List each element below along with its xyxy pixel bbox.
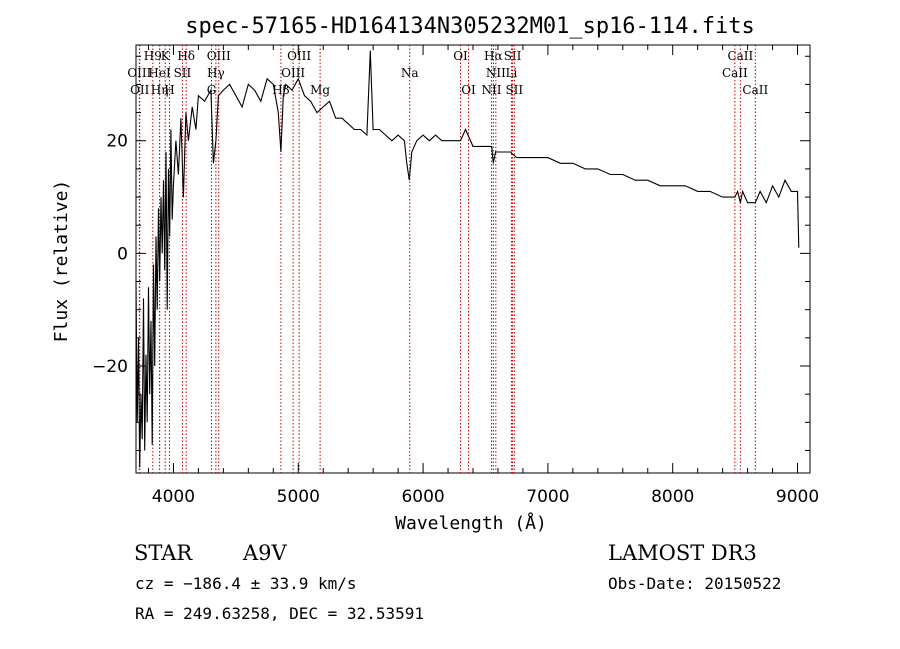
y-axis: −20 0 20 bbox=[92, 55, 810, 451]
y-tick-label: 20 bbox=[106, 132, 128, 152]
line-label-10: Hγ bbox=[207, 66, 225, 80]
spectrum-line bbox=[135, 50, 800, 468]
line-label-25: CaII bbox=[727, 49, 753, 63]
line-label-5: K bbox=[161, 49, 171, 63]
line-label-24: SII bbox=[505, 83, 523, 97]
line-label-27: CaII bbox=[742, 83, 768, 97]
line-label-1: OII bbox=[130, 83, 150, 97]
ra-dec: RA = 249.63258, DEC = 32.53591 bbox=[135, 604, 424, 623]
plot-frame bbox=[135, 44, 811, 474]
line-label-26: CaII bbox=[722, 66, 748, 80]
x-axis: 4000 5000 6000 7000 8000 9000 bbox=[147, 45, 819, 507]
x-tick-label: 9000 bbox=[776, 487, 819, 507]
line-label-16: Na bbox=[401, 66, 419, 80]
line-label-19: Hα bbox=[484, 49, 503, 63]
line-label-13: OIII bbox=[287, 49, 311, 63]
survey-name: LAMOST DR3 bbox=[608, 541, 757, 565]
line-label-6: H bbox=[164, 83, 174, 97]
line-label-15: Mg bbox=[310, 83, 330, 97]
line-label-8: Hδ bbox=[177, 49, 195, 63]
line-label-18: OI bbox=[461, 83, 476, 97]
x-tick-label: 4000 bbox=[152, 487, 195, 507]
line-label-14: OIII bbox=[281, 66, 305, 80]
x-tick-label: 5000 bbox=[277, 487, 320, 507]
x-tick-label: 8000 bbox=[651, 487, 694, 507]
line-label-21: NII bbox=[481, 83, 501, 97]
chart-title: spec-57165-HD164134N305232M01_sp16-114.f… bbox=[185, 14, 755, 39]
x-tick-label: 7000 bbox=[526, 487, 569, 507]
y-axis-label: Flux (relative) bbox=[51, 180, 72, 343]
line-label-20: NII bbox=[486, 66, 506, 80]
line-label-9: OIII bbox=[207, 49, 231, 63]
object-type: STAR bbox=[134, 541, 193, 565]
obs-date: Obs-Date: 20150522 bbox=[608, 574, 781, 593]
line-label-22: SII bbox=[504, 49, 522, 63]
line-label-7: SII bbox=[174, 66, 192, 80]
x-tick-label: 6000 bbox=[401, 487, 444, 507]
line-label-23: Li bbox=[506, 66, 518, 80]
line-label-2: H9 bbox=[144, 49, 162, 63]
line-label-11: G bbox=[207, 83, 217, 97]
line-label-17: OI bbox=[453, 49, 468, 63]
x-axis-label: Wavelength (Å) bbox=[395, 512, 547, 534]
y-tick-label: 0 bbox=[117, 244, 128, 264]
line-label-4: Hη bbox=[151, 83, 169, 97]
y-tick-label: −20 bbox=[92, 357, 128, 377]
redshift-cz: cz = −186.4 ± 33.9 km/s bbox=[135, 574, 357, 593]
subclass: A9V bbox=[242, 541, 288, 565]
